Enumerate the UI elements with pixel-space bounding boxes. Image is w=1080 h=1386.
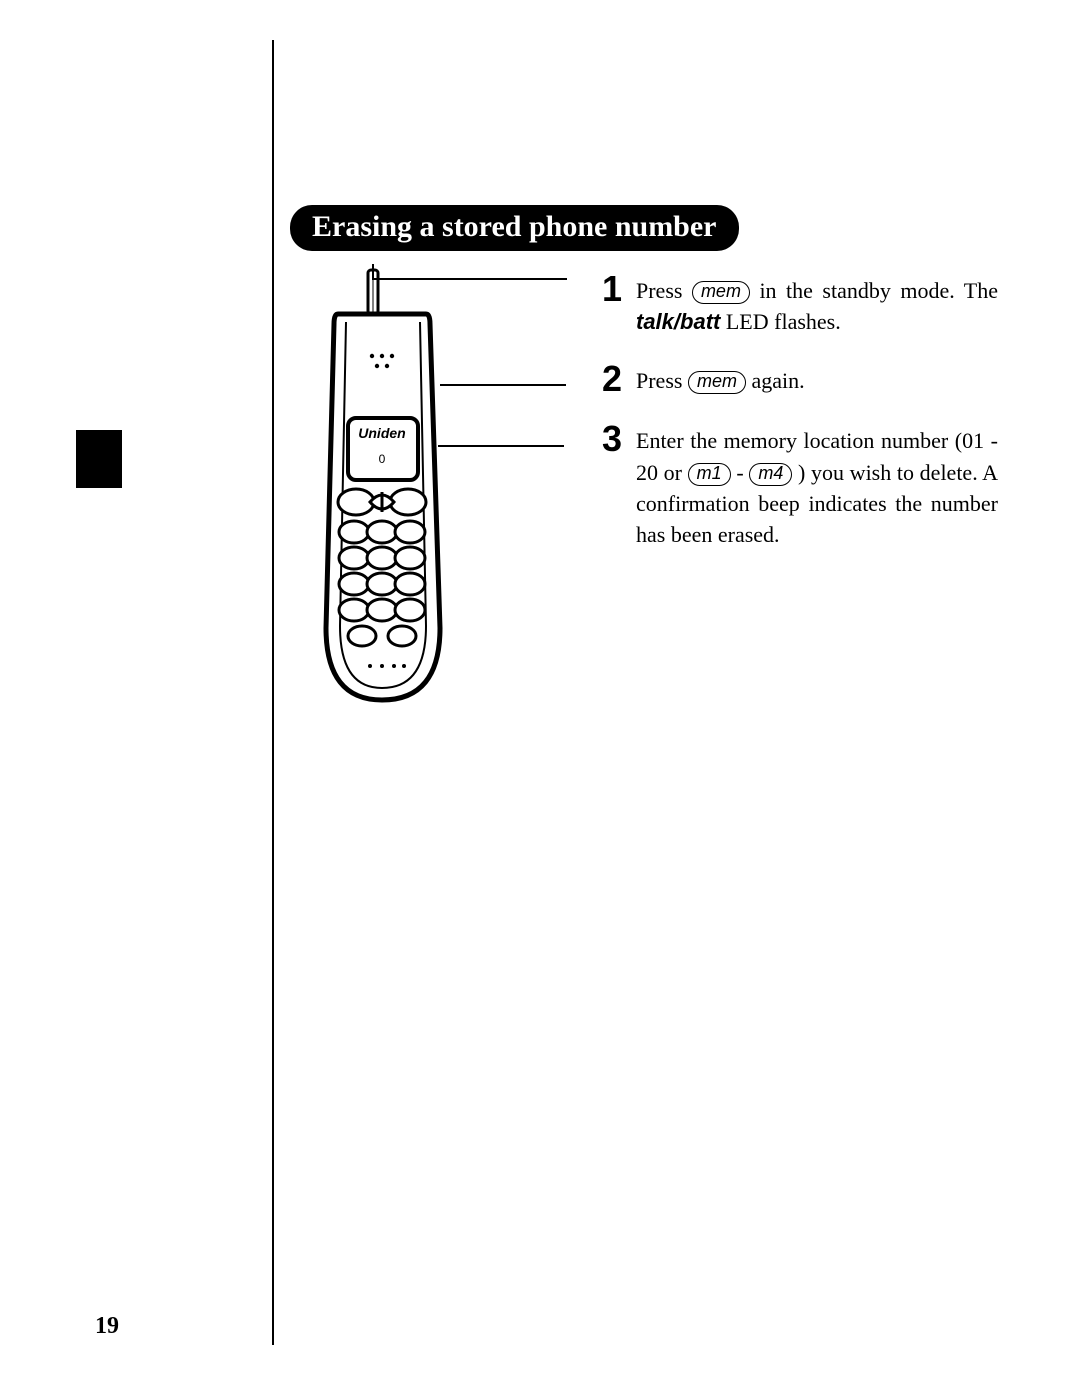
step-number: 1	[580, 271, 622, 307]
phone-brand-label: Uniden	[358, 425, 405, 441]
text-fragment: Press	[636, 368, 688, 393]
thumb-index-tab	[76, 430, 122, 488]
m4-key-label: m4	[749, 463, 792, 486]
step-text: Press mem again.	[636, 365, 998, 396]
mem-key-label: mem	[692, 281, 750, 304]
page-number: 19	[95, 1313, 119, 1340]
mem-key-label: mem	[688, 371, 746, 394]
talk-batt-label: talk/batt	[636, 309, 720, 334]
text-fragment: -	[736, 460, 749, 485]
step-3: 3 Enter the memory location number (01 -…	[580, 425, 998, 550]
m1-key-label: m1	[688, 463, 731, 486]
section-heading: Erasing a stored phone number	[290, 205, 739, 251]
step-2: 2 Press mem again.	[580, 365, 998, 397]
step-number: 2	[580, 361, 622, 397]
callout-leader-1	[372, 278, 567, 280]
phone-illustration: Uniden 0	[300, 268, 465, 718]
text-fragment: Press	[636, 278, 692, 303]
step-1: 1 Press mem in the standby mode. The tal…	[580, 275, 998, 337]
svg-text:0: 0	[379, 452, 386, 466]
step-number: 3	[580, 421, 622, 457]
vertical-rule	[272, 40, 274, 1345]
text-fragment: LED flashes.	[726, 309, 841, 334]
callout-leader-2	[440, 384, 566, 386]
page: Erasing a stored phone number Uniden 0	[0, 0, 1080, 1386]
instruction-steps: 1 Press mem in the standby mode. The tal…	[580, 275, 998, 578]
step-text: Enter the memory location number (01 - 2…	[636, 425, 998, 550]
step-text: Press mem in the standby mode. The talk/…	[636, 275, 998, 337]
text-fragment: in the standby mode. The	[759, 278, 998, 303]
callout-leader-3	[438, 445, 564, 447]
text-fragment: again.	[751, 368, 804, 393]
